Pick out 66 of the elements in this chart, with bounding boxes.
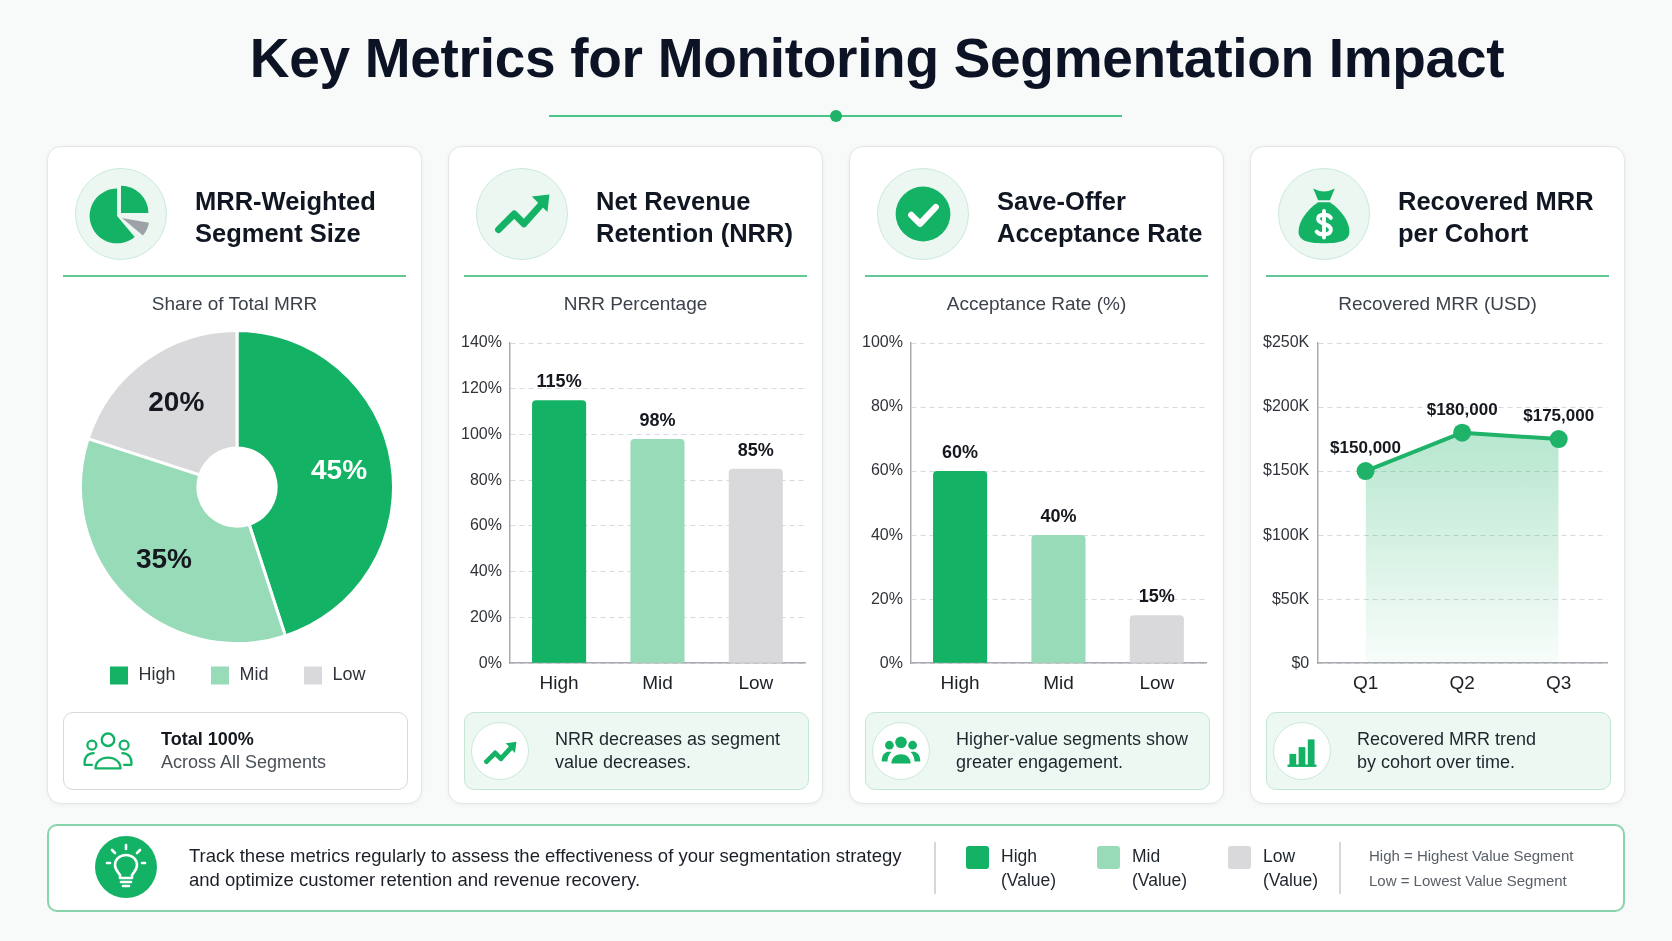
- data-label: 20%: [148, 386, 205, 418]
- y-tick-label: 140%: [461, 333, 502, 351]
- y-tick-label: 40%: [870, 525, 903, 543]
- x-tick-label: Q2: [1449, 671, 1475, 693]
- data-label: 35%: [135, 542, 193, 574]
- text: Key Metrics for Monitoring Segmentation Impact: [249, 26, 1505, 91]
- data-label: 85%: [737, 439, 774, 460]
- data-label: $175,000: [1523, 406, 1595, 426]
- data-label: 60%: [942, 442, 979, 463]
- category-label: Low (Value): [1263, 845, 1320, 892]
- y-tick-label: 60%: [469, 516, 502, 534]
- chart-subtitle: Recovered MRR (USD): [1338, 293, 1537, 314]
- text: Higher-value segments show greater engagement.: [956, 729, 1189, 772]
- data-label: 115%: [536, 371, 582, 392]
- data-label: 45%: [310, 453, 368, 485]
- x-tick-label: Mid: [1043, 671, 1074, 693]
- bar: [1031, 535, 1086, 663]
- y-tick-label: $100K: [1263, 525, 1310, 543]
- y-tick-label: 60%: [870, 461, 903, 479]
- y-tick-label: $0: [1291, 653, 1310, 671]
- data-label: $180,000: [1426, 399, 1498, 419]
- category-label: High (Value): [1001, 845, 1058, 892]
- y-tick-label: 40%: [469, 562, 502, 580]
- data-label: $150,000: [1330, 438, 1402, 458]
- bar: [630, 439, 685, 663]
- x-tick-label: Low: [1139, 671, 1175, 693]
- chart-subtitle: Acceptance Rate (%): [946, 293, 1127, 314]
- y-tick-label: 0%: [478, 653, 502, 671]
- y-tick-label: 100%: [461, 424, 502, 442]
- y-tick-label: 80%: [469, 470, 502, 488]
- y-tick-label: 0%: [879, 653, 903, 671]
- y-tick-label: $250K: [1263, 333, 1310, 351]
- data-label: 15%: [1138, 586, 1175, 607]
- category-label: Mid (Value): [1132, 845, 1189, 892]
- data-label: 40%: [1040, 506, 1077, 527]
- y-tick-label: $200K: [1263, 397, 1310, 415]
- text: High = Highest Value Segment: [1369, 846, 1574, 866]
- y-tick-label: 80%: [870, 397, 903, 415]
- y-tick-label: 120%: [461, 379, 502, 397]
- x-tick-label: Q1: [1352, 671, 1379, 693]
- y-tick-label: $50K: [1271, 589, 1310, 607]
- chart-title: MRR-Weighted Segment Size: [195, 187, 376, 247]
- chart-subtitle: NRR Percentage: [563, 293, 708, 314]
- x-tick-label: Q3: [1546, 671, 1572, 693]
- text: Total 100%: [161, 729, 254, 749]
- chart-title: Save-Offer Acceptance Rate: [997, 187, 1203, 247]
- text: Low = Lowest Value Segment: [1369, 871, 1567, 891]
- y-tick-label: 20%: [870, 589, 903, 607]
- y-tick-label: $150K: [1263, 461, 1310, 479]
- text: NRR decreases as segment value decreases.: [555, 729, 781, 772]
- text: Recovered MRR trend by cohort over time.: [1357, 729, 1537, 772]
- text: Across All Segments: [161, 752, 327, 772]
- x-tick-label: High: [940, 671, 980, 693]
- y-tick-label: 20%: [469, 607, 502, 625]
- bar: [1129, 615, 1184, 663]
- bar: [933, 471, 988, 663]
- chart-title: Recovered MRR per Cohort: [1398, 187, 1594, 247]
- chart-title: Net Revenue Retention (NRR): [596, 187, 793, 247]
- x-tick-label: Mid: [642, 671, 673, 693]
- data-label: 98%: [639, 410, 676, 431]
- x-tick-label: Low: [738, 671, 774, 693]
- x-tick-label: High: [539, 671, 579, 693]
- bar: [532, 400, 587, 663]
- y-tick-label: 100%: [862, 333, 903, 351]
- chart-subtitle: Share of Total MRR: [151, 293, 318, 314]
- text: Track these metrics regularly to assess the effectiveness of your segmentation strategy and optimize customer retention and revenue recovery.: [189, 844, 903, 892]
